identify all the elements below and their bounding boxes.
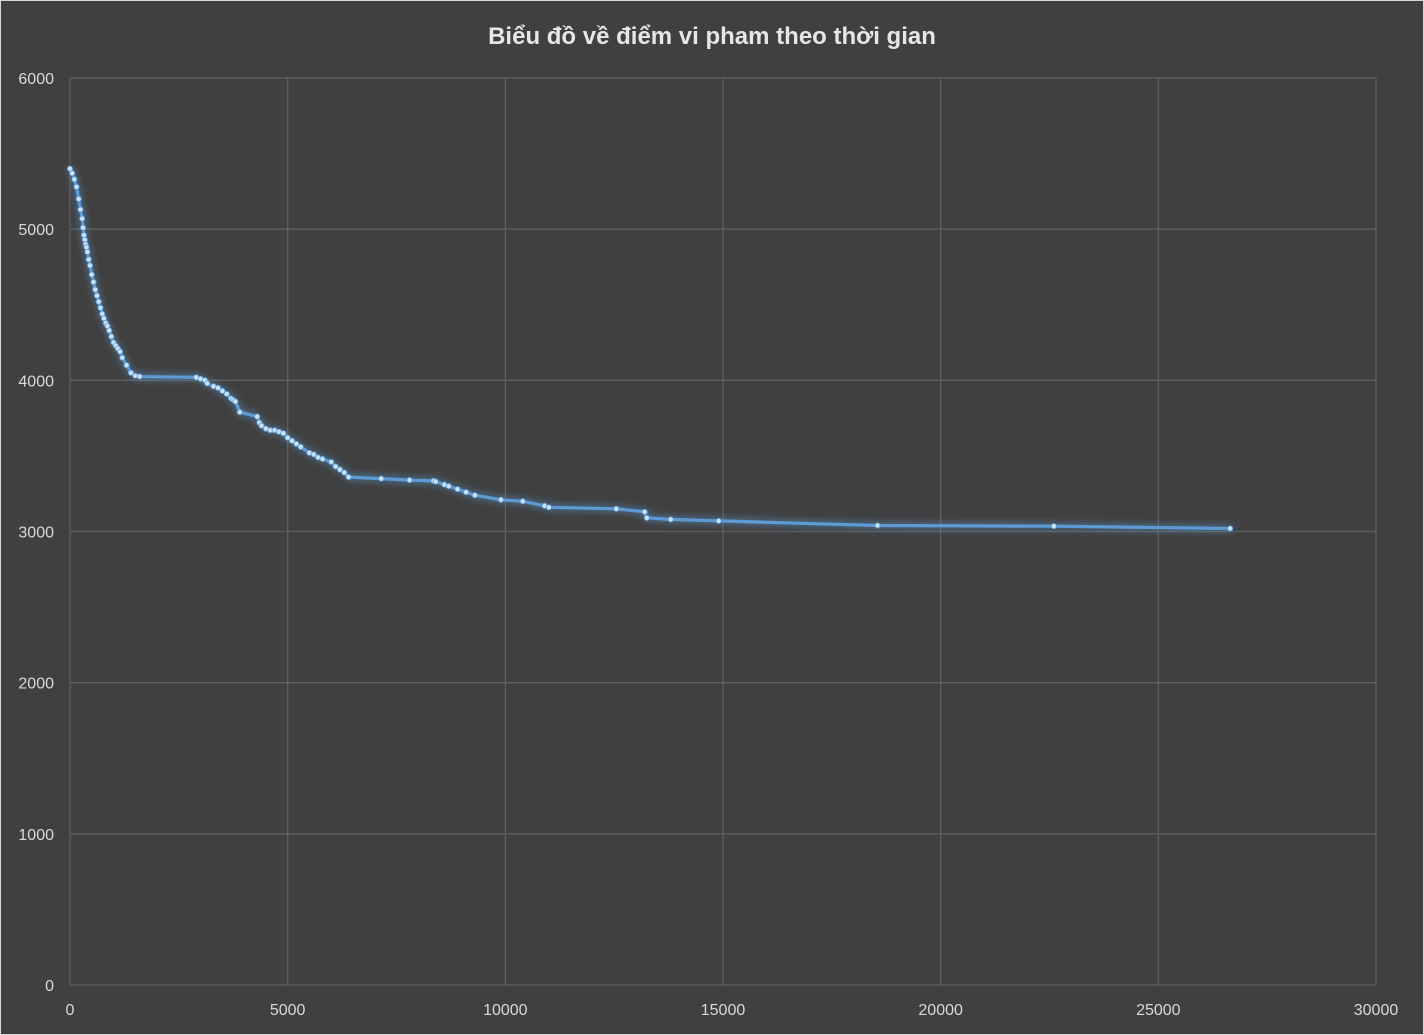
- data-point: [545, 504, 552, 511]
- data-point: [463, 489, 470, 496]
- x-tick-label: 15000: [701, 1002, 746, 1019]
- data-point: [92, 286, 99, 293]
- data-point: [93, 292, 100, 299]
- x-tick-label: 25000: [1136, 1002, 1181, 1019]
- gridlines: [69, 77, 1377, 986]
- data-point: [613, 505, 620, 512]
- data-point: [1227, 525, 1234, 532]
- data-point: [232, 398, 239, 405]
- y-tick-label: 3000: [18, 525, 54, 542]
- y-axis-ticks: 0 1000 2000 3000 4000 5000 6000: [18, 71, 54, 995]
- data-point: [219, 387, 226, 394]
- data-point: [215, 384, 222, 391]
- data-point: [95, 298, 102, 305]
- x-tick-label: 10000: [483, 1002, 528, 1019]
- data-point: [497, 496, 504, 503]
- data-point: [77, 206, 84, 213]
- data-point: [87, 262, 94, 269]
- data-point: [445, 483, 452, 490]
- data-point: [345, 474, 352, 481]
- data-point: [75, 195, 82, 202]
- data-point: [471, 492, 478, 499]
- data-point: [79, 215, 86, 222]
- x-tick-label: 0: [66, 1002, 75, 1019]
- data-point: [123, 362, 130, 369]
- y-tick-label: 2000: [18, 676, 54, 693]
- data-point: [223, 390, 230, 397]
- data-point: [69, 170, 76, 177]
- data-point: [136, 373, 143, 380]
- x-tick-label: 30000: [1354, 1002, 1399, 1019]
- data-point: [874, 522, 881, 529]
- data-point: [406, 477, 413, 484]
- data-point: [454, 486, 461, 493]
- data-point: [204, 380, 211, 387]
- data-point: [715, 517, 722, 524]
- data-point: [519, 498, 526, 505]
- data-point: [127, 369, 134, 376]
- y-tick-label: 1000: [18, 827, 54, 844]
- x-tick-label: 5000: [270, 1002, 306, 1019]
- x-tick-label: 20000: [918, 1002, 963, 1019]
- y-tick-label: 0: [45, 978, 54, 995]
- data-point: [80, 224, 87, 231]
- data-point: [341, 469, 348, 476]
- y-tick-label: 5000: [18, 222, 54, 239]
- data-point: [71, 176, 78, 183]
- data-point: [280, 430, 287, 437]
- data-series: [67, 165, 1234, 532]
- data-point: [258, 422, 265, 429]
- y-tick-label: 6000: [18, 71, 54, 88]
- data-point: [328, 458, 335, 465]
- data-point: [108, 333, 115, 340]
- data-point: [432, 478, 439, 485]
- data-point: [378, 475, 385, 482]
- data-point: [84, 248, 91, 255]
- x-axis-ticks: 0 5000 10000 15000 20000 25000 30000: [66, 1002, 1399, 1019]
- series-line: [68, 167, 1232, 531]
- data-point: [85, 256, 92, 263]
- data-point: [97, 304, 104, 311]
- data-point: [293, 440, 300, 447]
- data-point: [289, 437, 296, 444]
- data-point: [297, 443, 304, 450]
- data-point: [1050, 523, 1057, 530]
- data-point: [641, 508, 648, 515]
- data-point: [119, 354, 126, 361]
- data-point: [319, 455, 326, 462]
- y-tick-label: 4000: [18, 373, 54, 390]
- data-point: [667, 516, 674, 523]
- data-point: [90, 279, 97, 286]
- data-point: [643, 514, 650, 521]
- data-point: [73, 183, 80, 190]
- data-point: [254, 413, 261, 420]
- data-point: [310, 451, 317, 458]
- data-point: [336, 466, 343, 473]
- data-point: [106, 327, 113, 334]
- data-point: [236, 409, 243, 416]
- chart-title: Biểu đồ về điểm vi pham theo thời gian: [488, 23, 936, 50]
- data-point: [88, 271, 95, 278]
- data-point: [332, 463, 339, 470]
- data-point: [117, 348, 124, 355]
- data-point: [284, 434, 291, 441]
